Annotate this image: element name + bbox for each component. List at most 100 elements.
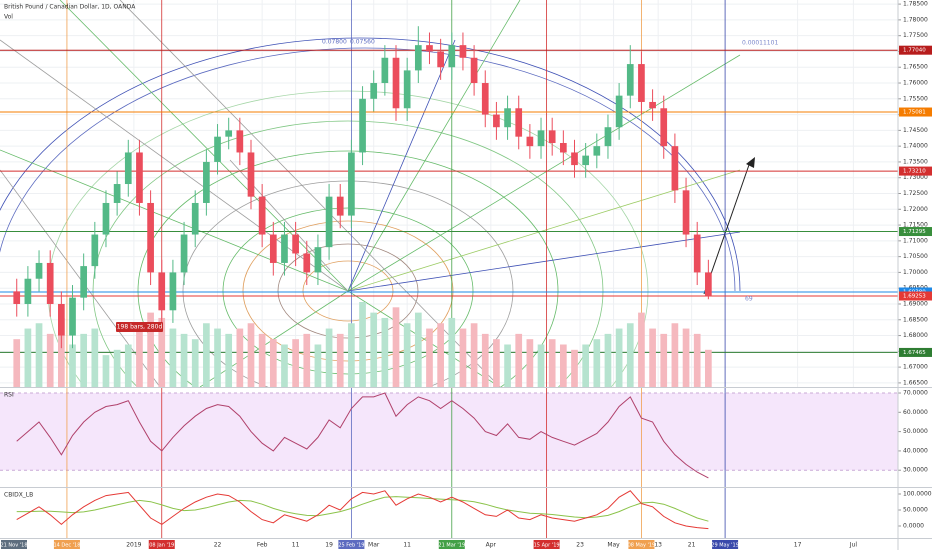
level-label: 1.75081 — [903, 110, 926, 116]
measure-label: 198 bars, 280d — [117, 324, 163, 331]
y-tick-label: 1.73000 — [903, 174, 928, 181]
candle-body — [571, 152, 578, 166]
y-tick-label: 1.67000 — [903, 364, 928, 371]
volume-bar — [649, 328, 656, 387]
vertical-line-label: 21 Nov '18 — [0, 543, 27, 549]
x-tick-label: Feb — [257, 542, 268, 549]
cbidx-title: CBIDX_LB — [4, 492, 33, 499]
y-tick-label: 50.0000 — [903, 507, 928, 514]
candle-body — [136, 152, 143, 203]
x-tick-label: 21 — [688, 542, 696, 549]
volume-bar — [124, 344, 132, 387]
x-tick-label: 19 — [325, 542, 333, 549]
level-label-bg — [899, 227, 932, 237]
candle-body — [459, 45, 467, 58]
vertical-line-label-bg — [628, 540, 655, 549]
volume-bar — [559, 344, 567, 387]
volume-bar — [35, 323, 43, 387]
volume-bar — [705, 349, 712, 387]
volume-bar — [247, 323, 255, 387]
candle-body — [158, 272, 166, 311]
candle-body — [671, 146, 679, 191]
vertical-line-label: 21 Mar '19 — [438, 543, 465, 549]
candle-body — [682, 190, 690, 235]
candle-body — [124, 152, 132, 185]
x-tick-label: Apr — [486, 542, 497, 549]
candle-body — [593, 146, 601, 156]
volume-bar — [191, 339, 199, 387]
y-tick-label: 50.0000 — [903, 428, 928, 435]
volume-bar — [359, 302, 366, 387]
candle-body — [180, 234, 188, 273]
volume-bar — [671, 323, 679, 387]
vertical-line-label-bg — [438, 540, 465, 549]
candle-body — [582, 155, 589, 166]
vertical-line-label-bg — [338, 540, 365, 549]
vertical-line-label: 08 May '19 — [628, 543, 656, 549]
volume-bar — [336, 333, 344, 387]
candle-body — [102, 202, 110, 235]
candle-body — [91, 234, 99, 267]
y-tick-label: 1.78000 — [903, 16, 928, 23]
y-tick-label: 1.76000 — [903, 80, 928, 87]
volume-bar — [604, 333, 612, 387]
level-label: 1.73210 — [903, 169, 926, 175]
volume-bar — [69, 344, 76, 387]
annotation: 0.07560 — [350, 39, 375, 46]
y-tick-label: 100.0000 — [903, 491, 932, 498]
volume-bar — [593, 339, 601, 387]
candle-body — [269, 234, 277, 263]
x-tick-label: Mar — [368, 542, 380, 549]
y-tick-label: 1.72500 — [903, 190, 928, 197]
annotation: 0.00011101 — [742, 40, 778, 47]
candle-body — [336, 196, 344, 216]
candle-body — [537, 130, 545, 147]
rsi-title: RSI — [4, 392, 14, 399]
candle-body — [169, 272, 177, 311]
vertical-line-label-bg — [533, 540, 560, 549]
candle-body — [58, 303, 65, 336]
volume-bar — [58, 317, 65, 387]
level-label-bg — [899, 107, 932, 117]
y-tick-label: 1.78500 — [903, 1, 928, 8]
y-tick-label: 1.71000 — [903, 237, 928, 244]
candle-body — [80, 266, 88, 298]
y-tick-label: 1.68000 — [903, 332, 928, 339]
y-tick-label: 1.77500 — [903, 32, 928, 39]
volume-bar — [370, 312, 378, 387]
volume-bar — [46, 333, 54, 387]
y-tick-label: 40.0000 — [903, 447, 928, 454]
candle-body — [526, 136, 534, 147]
annotation: 69 — [745, 296, 753, 303]
candle-body — [203, 161, 210, 203]
candle-body — [191, 202, 199, 235]
indicator-line — [16, 392, 709, 479]
vertical-line-label-bg — [148, 540, 175, 549]
volume-bar — [426, 328, 433, 387]
candle-body — [69, 297, 76, 336]
candle-body — [236, 130, 244, 153]
y-tick-label: 1.74500 — [903, 127, 928, 134]
candle-body — [303, 253, 311, 273]
candle-body — [638, 64, 645, 102]
volume-bar — [638, 312, 645, 387]
volume-bar — [236, 328, 244, 387]
volume-bar — [281, 344, 288, 387]
y-tick-label: 1.70000 — [903, 269, 928, 276]
volume-label: Vol — [4, 14, 13, 21]
volume-bar — [225, 333, 233, 387]
volume-bar — [169, 328, 177, 387]
volume-bar — [682, 328, 690, 387]
volume-bar — [403, 323, 411, 387]
candle-body — [214, 136, 221, 162]
volume-bar — [470, 323, 478, 387]
indicator-line — [16, 496, 709, 522]
candle-body — [693, 234, 701, 273]
candle-body — [46, 262, 54, 304]
volume-bar — [626, 323, 634, 387]
candle-body — [548, 130, 556, 143]
candle-body — [504, 108, 511, 128]
volume-bar — [526, 339, 534, 387]
vertical-line-label-bg — [1, 540, 27, 549]
y-tick-label: 70.0000 — [903, 390, 928, 397]
